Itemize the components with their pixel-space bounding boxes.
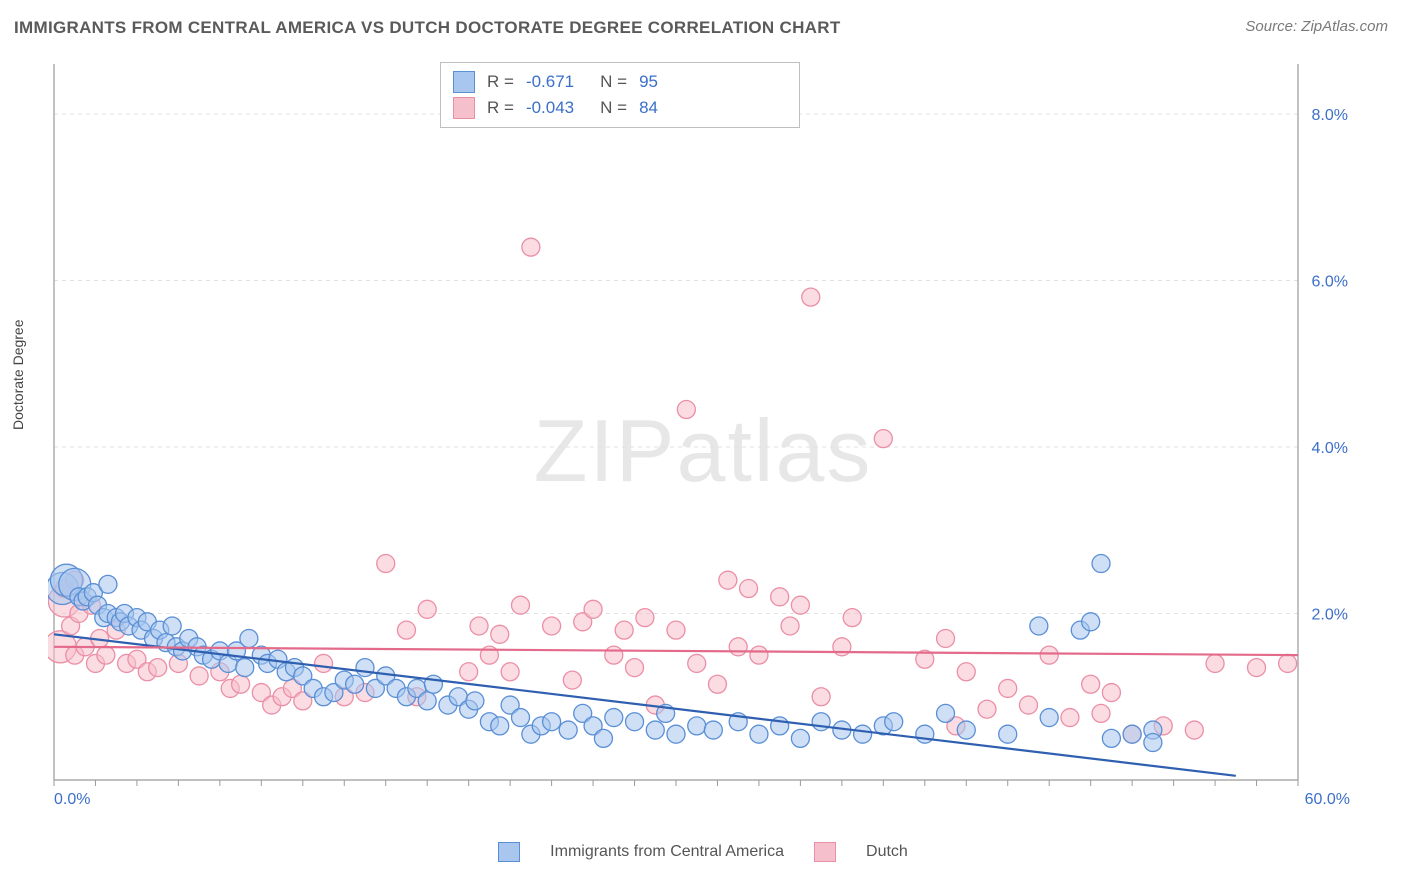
n-value-2: 84: [639, 95, 658, 121]
swatch-series1: [453, 71, 475, 93]
svg-text:8.0%: 8.0%: [1312, 107, 1348, 124]
chart-container: IMMIGRANTS FROM CENTRAL AMERICA VS DUTCH…: [0, 0, 1406, 892]
source-value: ZipAtlas.com: [1301, 18, 1388, 35]
bottom-label-2: Dutch: [866, 843, 908, 861]
source-attribution: Source: ZipAtlas.com: [1245, 18, 1388, 35]
bottom-legend: Immigrants from Central America Dutch: [0, 842, 1406, 862]
chart-svg: 2.0% 4.0% 6.0% 8.0% 0.0% 60.0%: [48, 60, 1358, 820]
swatch-series2: [453, 97, 475, 119]
svg-text:0.0%: 0.0%: [54, 791, 90, 808]
n-value-1: 95: [639, 69, 658, 95]
bottom-swatch-1: [498, 842, 520, 862]
chart-title: IMMIGRANTS FROM CENTRAL AMERICA VS DUTCH…: [14, 18, 841, 38]
svg-text:4.0%: 4.0%: [1312, 440, 1348, 457]
n-label: N =: [600, 95, 627, 121]
legend-row-series2: R = -0.043 N = 84: [453, 95, 785, 121]
r-value-1: -0.671: [526, 69, 574, 95]
bottom-swatch-2: [814, 842, 836, 862]
bottom-label-1: Immigrants from Central America: [550, 843, 784, 861]
svg-text:60.0%: 60.0%: [1305, 791, 1350, 808]
plot-area: 2.0% 4.0% 6.0% 8.0% 0.0% 60.0%: [48, 60, 1358, 820]
r-label: R =: [487, 69, 514, 95]
n-label: N =: [600, 69, 627, 95]
svg-text:2.0%: 2.0%: [1312, 606, 1348, 623]
r-label: R =: [487, 95, 514, 121]
source-label: Source:: [1245, 18, 1301, 35]
legend-row-series1: R = -0.671 N = 95: [453, 69, 785, 95]
svg-text:6.0%: 6.0%: [1312, 273, 1348, 290]
r-value-2: -0.043: [526, 95, 574, 121]
y-axis-label: Doctorate Degree: [10, 319, 26, 430]
correlation-legend: R = -0.671 N = 95 R = -0.043 N = 84: [440, 62, 800, 128]
